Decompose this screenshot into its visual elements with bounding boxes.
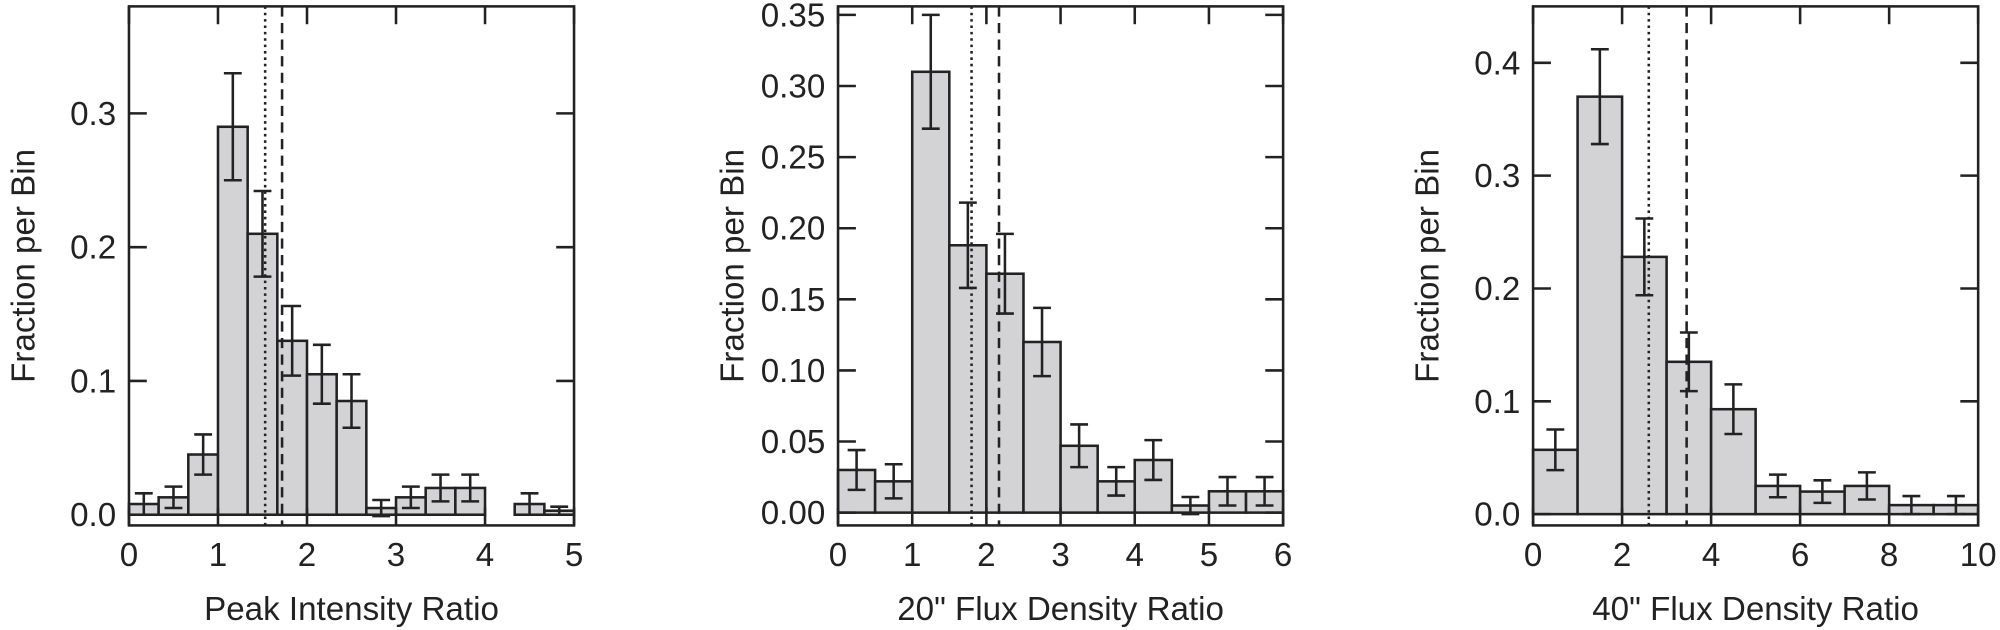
error-bar <box>1768 473 1787 499</box>
y-tick-label: 0.3 <box>70 96 116 133</box>
bar <box>1620 255 1668 516</box>
error-bar <box>372 498 391 518</box>
panel: 0 1 2 3 4 5 6 0.00 0.05 0.10 0.15 0.20 0.25 0.30 0.35 2… <box>715 0 1293 628</box>
x-tick-label: 4 <box>476 537 494 574</box>
y-tick-label: 0.2 <box>1474 271 1520 308</box>
error-bar <box>1724 383 1743 436</box>
error-bar <box>1181 495 1200 516</box>
y-tick-label: 0.0 <box>1474 497 1520 534</box>
error-bar <box>223 71 242 182</box>
x-tick-label: 4 <box>1126 537 1144 574</box>
y-tick-label: 0.10 <box>761 353 826 390</box>
x-tick-label: 2 <box>1613 537 1631 574</box>
x-tick-label: 5 <box>565 537 583 574</box>
error-bar <box>958 201 977 290</box>
x-axis-label: 40" Flux Density Ratio <box>1592 591 1919 628</box>
x-tick-label: 4 <box>1702 537 1720 574</box>
plot-frame <box>1531 5 1980 527</box>
y-axis-label: Fraction per Bin <box>6 149 43 383</box>
y-tick-label: 0.15 <box>761 282 826 319</box>
error-bar <box>194 433 213 476</box>
plot-frame <box>127 5 576 527</box>
x-tick-label: 3 <box>387 537 405 574</box>
error-bar <box>401 485 420 510</box>
panel: 0 2 4 6 8 10 0.0 0.1 0.2 0.3 0.4 40" Flux Density R… <box>1410 5 1997 628</box>
error-bar <box>431 473 450 503</box>
y-tick-label: 0.1 <box>70 363 116 400</box>
y-tick-label: 0.4 <box>1474 45 1520 82</box>
x-tick-label: 0 <box>1524 537 1542 574</box>
error-bar <box>1679 331 1698 393</box>
x-tick-label: 2 <box>298 537 316 574</box>
x-tick-label: 2 <box>977 537 995 574</box>
error-bar <box>342 372 361 430</box>
error-bar <box>253 189 272 278</box>
error-bar <box>1255 475 1274 507</box>
x-tick-label: 1 <box>209 537 227 574</box>
error-bar <box>1590 47 1609 146</box>
x-tick-label: 0 <box>829 537 847 574</box>
x-tick-label: 6 <box>1274 537 1292 574</box>
error-bar <box>1635 217 1654 297</box>
error-bar <box>921 13 940 130</box>
error-bar <box>1546 428 1565 472</box>
bar <box>910 70 951 514</box>
y-axis-label: Fraction per Bin <box>715 149 752 383</box>
error-bar <box>1070 423 1089 469</box>
y-tick-label: 0.1 <box>1474 384 1520 421</box>
x-tick-label: 0 <box>120 537 138 574</box>
y-tick-label: 0.30 <box>761 68 826 105</box>
y-tick-label: 0.2 <box>70 230 116 267</box>
error-bar <box>1813 479 1832 505</box>
y-tick-label: 0.35 <box>761 0 826 34</box>
error-bar <box>1144 438 1163 482</box>
bar <box>216 125 249 516</box>
y-tick-label: 0.05 <box>761 424 826 461</box>
x-axis-label: 20" Flux Density Ratio <box>897 591 1224 628</box>
y-tick-label: 0.0 <box>70 497 116 534</box>
error-bar <box>283 304 302 377</box>
error-bar <box>1902 494 1921 516</box>
x-tick-label: 5 <box>1200 537 1218 574</box>
x-tick-label: 10 <box>1960 537 1997 574</box>
x-tick-label: 3 <box>1051 537 1069 574</box>
x-tick-label: 6 <box>1791 537 1809 574</box>
error-bar <box>312 343 331 405</box>
error-bar <box>847 448 866 492</box>
y-tick-label: 0.3 <box>1474 158 1520 195</box>
error-bar <box>1218 475 1237 507</box>
x-tick-label: 8 <box>1880 537 1898 574</box>
error-bar <box>164 485 183 510</box>
error-bar <box>1857 471 1876 501</box>
error-bar <box>1033 306 1051 378</box>
error-bar <box>461 473 480 503</box>
panel: 0 1 2 3 4 5 0.0 0.1 0.2 0.3 Peak Intensity Ratio Fr… <box>6 5 583 628</box>
x-axis-label: Peak Intensity Ratio <box>204 591 499 628</box>
y-tick-label: 0.20 <box>761 211 826 248</box>
y-tick-label: 0.00 <box>761 495 826 532</box>
error-bar <box>520 492 539 516</box>
error-bar <box>884 463 903 500</box>
error-bar <box>1107 465 1126 497</box>
y-axis-label: Fraction per Bin <box>1410 149 1447 383</box>
y-tick-label: 0.25 <box>761 140 826 177</box>
x-tick-label: 1 <box>903 537 921 574</box>
bar <box>1576 95 1624 516</box>
